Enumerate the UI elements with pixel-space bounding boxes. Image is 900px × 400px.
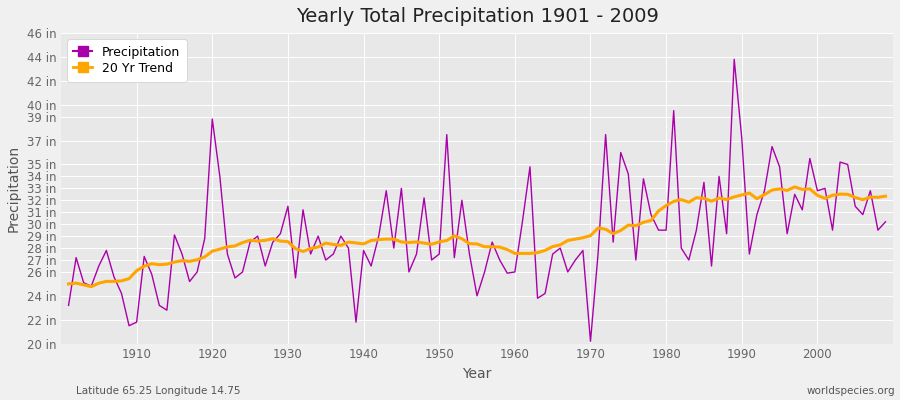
Legend: Precipitation, 20 Yr Trend: Precipitation, 20 Yr Trend — [68, 39, 186, 82]
Title: Yearly Total Precipitation 1901 - 2009: Yearly Total Precipitation 1901 - 2009 — [295, 7, 659, 26]
Y-axis label: Precipitation: Precipitation — [7, 145, 21, 232]
Text: worldspecies.org: worldspecies.org — [807, 386, 896, 396]
Text: Latitude 65.25 Longitude 14.75: Latitude 65.25 Longitude 14.75 — [76, 386, 241, 396]
X-axis label: Year: Year — [463, 367, 491, 381]
